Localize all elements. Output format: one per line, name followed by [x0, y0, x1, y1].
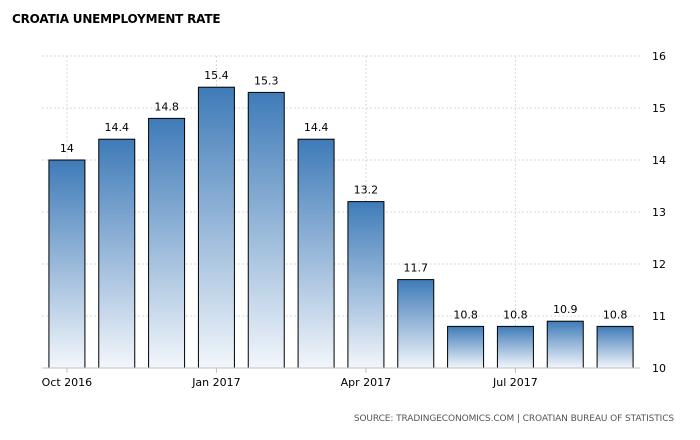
y-tick-label: 14 — [652, 154, 666, 167]
bar-value-label: 10.9 — [553, 303, 578, 316]
bar-value-labels: 14 14.4 14.8 15.4 15.3 14.4 13.2 11.7 10.8 10.8 10… — [60, 69, 627, 321]
bar-value-label: 14 — [60, 142, 74, 155]
y-tick-label: 11 — [652, 310, 666, 323]
x-axis: Oct 2016 Jan 2017 Apr 2017 Jul 2017 — [42, 367, 640, 389]
bar-value-label: 14.4 — [304, 121, 329, 134]
x-tick-label: Oct 2016 — [42, 376, 93, 389]
bar — [546, 320, 584, 369]
y-tick-label: 15 — [652, 102, 666, 115]
x-tick-label: Jan 2017 — [191, 376, 240, 389]
bar — [447, 325, 485, 369]
x-tick-label: Apr 2017 — [341, 376, 392, 389]
y-axis: 10 11 12 13 14 15 16 — [652, 50, 666, 375]
bar-value-label: 14.8 — [154, 100, 179, 113]
bar-value-label: 15.3 — [254, 74, 279, 87]
chart-title: CROATIA UNEMPLOYMENT RATE — [12, 12, 221, 26]
bar-value-label: 10.8 — [503, 308, 528, 321]
bar-value-label: 14.4 — [105, 121, 130, 134]
y-tick-label: 12 — [652, 258, 666, 271]
bar — [48, 159, 86, 369]
bar — [197, 86, 235, 369]
bar — [98, 138, 136, 369]
y-tick-label: 10 — [652, 362, 666, 375]
y-tick-label: 13 — [652, 206, 666, 219]
bar — [397, 279, 435, 369]
bar — [247, 91, 285, 369]
x-tick-label: Jul 2017 — [492, 376, 538, 389]
bar — [596, 325, 634, 369]
bar — [297, 138, 335, 369]
source-note: SOURCE: TRADINGECONOMICS.COM | CROATIAN … — [353, 414, 674, 424]
bar-value-label: 15.4 — [204, 69, 229, 82]
bar-value-label: 11.7 — [404, 262, 429, 275]
bars — [48, 86, 634, 369]
bar — [496, 325, 534, 369]
bar-value-label: 13.2 — [354, 184, 379, 197]
y-tick-label: 16 — [652, 50, 666, 63]
bar-value-label: 10.8 — [603, 308, 628, 321]
bar — [148, 117, 186, 369]
bar — [347, 201, 385, 369]
bar-value-label: 10.8 — [453, 308, 478, 321]
